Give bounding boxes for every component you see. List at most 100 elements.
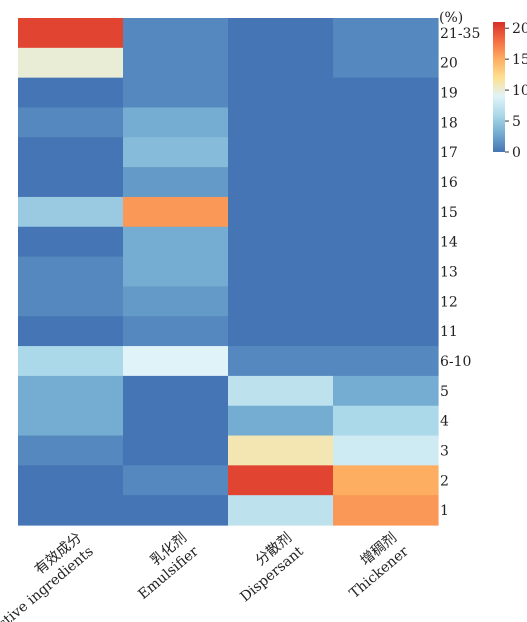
heatmap-cell xyxy=(123,196,229,228)
heatmap-cell xyxy=(228,286,334,317)
heatmap-cell xyxy=(228,47,334,79)
colorbar-tick-label: 0 xyxy=(512,145,521,161)
heatmap-cell xyxy=(333,286,439,317)
heatmap-cell xyxy=(123,47,229,79)
heatmap-cell xyxy=(333,346,439,377)
row-label: 18 xyxy=(440,115,458,131)
heatmap-cell xyxy=(18,495,124,526)
row-label: 12 xyxy=(440,294,458,310)
heatmap-cell xyxy=(123,405,229,437)
colorbar-tick-label: 10 xyxy=(512,83,527,99)
heatmap-cell xyxy=(228,465,334,496)
heatmap-cell xyxy=(333,167,439,198)
heatmap-cell xyxy=(18,107,124,138)
heatmap-cell xyxy=(228,226,334,258)
heatmap-cell xyxy=(18,18,124,49)
heatmap-cell xyxy=(228,256,334,288)
heatmap-cell xyxy=(123,137,229,168)
heatmap-cell xyxy=(333,435,439,466)
heatmap-cell xyxy=(228,435,334,466)
heatmap-cell xyxy=(333,495,439,526)
heatmap-cell xyxy=(123,286,229,317)
heatmap-cell xyxy=(123,495,229,526)
heatmap-cell xyxy=(18,137,124,168)
heatmap-cell xyxy=(228,18,334,49)
heatmap-cell xyxy=(228,405,334,437)
heatmap-cell xyxy=(333,18,439,49)
heatmap-cell xyxy=(228,196,334,228)
heatmap-cell xyxy=(228,77,334,109)
heatmap-cell xyxy=(18,77,124,109)
heatmap-cell xyxy=(228,495,334,526)
row-label: 5 xyxy=(440,384,449,400)
row-label: 19 xyxy=(440,86,458,102)
heatmap-cell xyxy=(333,226,439,258)
heatmap-cell xyxy=(123,256,229,288)
heatmap-cell xyxy=(228,107,334,138)
colorbar-tick-label: 15 xyxy=(512,52,527,68)
heatmap-cell xyxy=(333,375,439,407)
heatmap-cell xyxy=(333,47,439,79)
row-labels: 21-35 20 19 18 17 16 15 14 13 12 11 6-10 5 4 3 2 1 xyxy=(440,26,480,519)
row-label: 15 xyxy=(440,205,458,221)
heatmap-cell xyxy=(18,256,124,288)
heatmap-cells xyxy=(18,18,439,526)
heatmap-cell xyxy=(333,196,439,228)
heatmap-cell xyxy=(123,346,229,377)
heatmap-cell xyxy=(228,137,334,168)
heatmap-cell xyxy=(228,375,334,407)
colorbar-ticks: 20 15 10 5 0 xyxy=(505,21,527,161)
heatmap-cell xyxy=(333,405,439,437)
row-label: 2 xyxy=(440,473,449,489)
heatmap-cell xyxy=(123,18,229,49)
colorbar: 20 15 10 5 0 xyxy=(493,21,527,161)
heatmap-cell xyxy=(123,465,229,496)
row-label: 1 xyxy=(440,503,449,519)
colorbar-gradient xyxy=(493,22,505,152)
unit-label: (%) xyxy=(439,10,463,26)
row-label: 13 xyxy=(440,265,458,281)
row-label: 17 xyxy=(440,145,458,161)
heatmap-cell xyxy=(18,47,124,79)
heatmap-cell xyxy=(333,137,439,168)
heatmap-cell xyxy=(18,196,124,228)
heatmap-cell xyxy=(18,167,124,198)
row-label: 3 xyxy=(440,443,449,459)
heatmap-cell xyxy=(228,167,334,198)
row-label: 4 xyxy=(440,414,449,430)
heatmap-cell xyxy=(18,316,124,347)
heatmap-cell xyxy=(18,346,124,377)
heatmap-cell xyxy=(333,256,439,288)
heatmap-cell xyxy=(18,465,124,496)
heatmap-cell xyxy=(123,316,229,347)
heatmap-cell xyxy=(18,226,124,258)
heatmap-cell xyxy=(18,375,124,407)
row-label: 14 xyxy=(440,235,458,251)
heatmap-cell xyxy=(123,107,229,138)
row-label: 16 xyxy=(440,175,458,191)
colorbar-tick-label: 5 xyxy=(512,114,521,130)
heatmap-cell xyxy=(333,316,439,347)
heatmap-cell xyxy=(333,465,439,496)
heatmap-cell xyxy=(333,77,439,109)
colorbar-tick-label: 20 xyxy=(512,21,527,37)
heatmap-cell xyxy=(123,435,229,466)
heatmap-cell xyxy=(123,77,229,109)
row-label: 21-35 xyxy=(440,26,480,42)
row-label: 11 xyxy=(440,324,458,340)
heatmap-cell xyxy=(333,107,439,138)
heatmap-cell xyxy=(18,286,124,317)
heatmap-cell xyxy=(123,167,229,198)
heatmap-cell xyxy=(18,405,124,437)
heatmap-cell xyxy=(228,316,334,347)
heatmap-cell xyxy=(228,346,334,377)
row-label: 20 xyxy=(440,56,458,72)
row-label: 6-10 xyxy=(440,354,471,370)
heatmap-cell xyxy=(123,226,229,258)
